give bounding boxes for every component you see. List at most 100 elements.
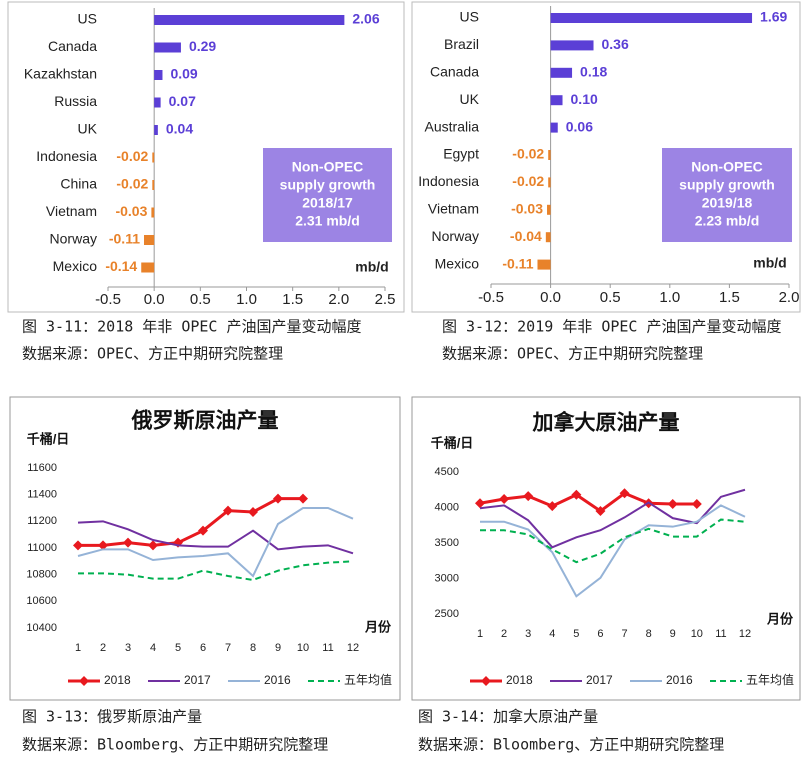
x-tick-label: 7	[225, 642, 231, 654]
x-tick-label: 1	[477, 628, 483, 640]
value-label: 0.36	[602, 36, 629, 52]
bar	[550, 13, 753, 23]
annotation-box	[263, 148, 392, 242]
y-tick-label: 3000	[435, 572, 459, 584]
value-label: -0.03	[511, 201, 543, 217]
point	[298, 493, 308, 504]
y-tick-label: 4500	[435, 466, 459, 478]
y-axis-label: 千桶/日	[27, 431, 70, 446]
x-tick-label: 5	[175, 642, 181, 654]
point	[571, 489, 582, 500]
annotation-text: supply growth	[280, 177, 376, 193]
value-label: -0.02	[116, 176, 148, 192]
x-tick-label: 10	[691, 628, 703, 640]
y-axis-label: 千桶/日	[431, 435, 474, 450]
x-tick-label: 11	[322, 642, 333, 654]
annotation-text: 2.23 mb/d	[695, 213, 760, 229]
category-label: Vietnam	[428, 201, 479, 217]
value-label: -0.02	[512, 173, 544, 189]
y-tick-label: 2500	[435, 608, 459, 620]
bar	[550, 67, 573, 78]
category-label: Norway	[50, 231, 97, 247]
bar	[548, 150, 551, 160]
category-label: Norway	[432, 228, 479, 244]
x-tick-label: 2.0	[779, 289, 800, 306]
caption: 图 3-11：2018 年非 OPEC 产油国产量变动幅度	[22, 318, 362, 336]
bar	[550, 122, 558, 133]
panel	[9, 396, 401, 701]
value-label: 0.04	[166, 121, 193, 137]
value-label: 0.06	[566, 118, 593, 134]
point	[148, 540, 158, 551]
category-label: Mexico	[435, 255, 480, 271]
value-label: 1.69	[760, 9, 787, 25]
bar	[550, 40, 594, 51]
category-label: Canada	[48, 38, 97, 54]
x-tick-label: 8	[250, 642, 256, 654]
caption: 图 3-13：俄罗斯原油产量	[22, 708, 202, 726]
series-line	[480, 504, 746, 598]
bar	[537, 259, 551, 270]
legend-label: 五年均值	[746, 672, 794, 687]
annotation-text: Non-OPEC	[292, 159, 364, 175]
x-tick-label: 10	[297, 642, 309, 654]
x-tick-label: 5	[573, 628, 579, 640]
panel	[411, 1, 801, 313]
value-label: 0.29	[189, 38, 216, 54]
x-tick-label: 1	[75, 642, 81, 654]
series-line	[77, 507, 354, 578]
x-tick-label: 9	[670, 628, 676, 640]
category-label: Canada	[430, 64, 479, 80]
bar	[154, 42, 181, 53]
point	[475, 498, 485, 509]
x-tick-label: 0.0	[144, 291, 165, 308]
unit-label: mb/d	[753, 255, 786, 271]
y-tick-label: 10800	[26, 569, 57, 581]
point	[547, 501, 558, 512]
x-tick-label: 2.5	[375, 291, 396, 308]
x-tick-label: 12	[347, 642, 359, 654]
bar	[141, 262, 155, 273]
value-label: 2.06	[352, 11, 379, 27]
y-tick-label: 3500	[435, 537, 459, 549]
y-tick-label: 11400	[27, 489, 57, 501]
chart-title: 加拿大原油产量	[532, 411, 680, 435]
x-tick-label: 0.5	[600, 289, 621, 306]
x-tick-label: 1.0	[659, 289, 680, 306]
source: 数据来源：Bloomberg、方正中期研究院整理	[22, 736, 328, 754]
category-label: Australia	[425, 118, 480, 134]
point	[123, 537, 133, 548]
category-label: UK	[78, 121, 98, 137]
category-label: Mexico	[53, 258, 98, 274]
x-tick-label: -0.5	[478, 289, 504, 306]
point	[98, 540, 108, 551]
category-label: US	[78, 11, 97, 27]
panel	[7, 1, 405, 313]
y-tick-label: 11200	[27, 515, 57, 527]
x-tick-label: 4	[150, 642, 156, 654]
category-label: China	[60, 176, 97, 192]
point	[619, 488, 630, 499]
y-tick-label: 10600	[26, 595, 57, 607]
value-label: 0.07	[169, 93, 196, 109]
series-line	[78, 497, 303, 547]
unit-label: mb/d	[355, 259, 388, 275]
x-tick-label: 12	[739, 628, 751, 640]
bar	[154, 15, 345, 25]
x-tick-label: 7	[621, 628, 627, 640]
annotation-text: 2.31 mb/d	[295, 213, 360, 229]
x-axis-label: 月份	[766, 611, 794, 626]
category-label: Indonesia	[418, 173, 479, 189]
legend-label: 2018	[506, 673, 533, 687]
source: 数据来源：Bloomberg、方正中期研究院整理	[418, 736, 724, 754]
category-label: US	[460, 9, 479, 25]
annotation-box	[662, 148, 792, 242]
series-line	[480, 518, 746, 564]
x-tick-label: 11	[715, 628, 726, 640]
x-tick-label: 2	[100, 642, 106, 654]
category-label: UK	[460, 91, 480, 107]
bar	[154, 125, 158, 135]
source: 数据来源：OPEC、方正中期研究院整理	[442, 345, 703, 363]
x-tick-label: 1.5	[282, 291, 303, 308]
